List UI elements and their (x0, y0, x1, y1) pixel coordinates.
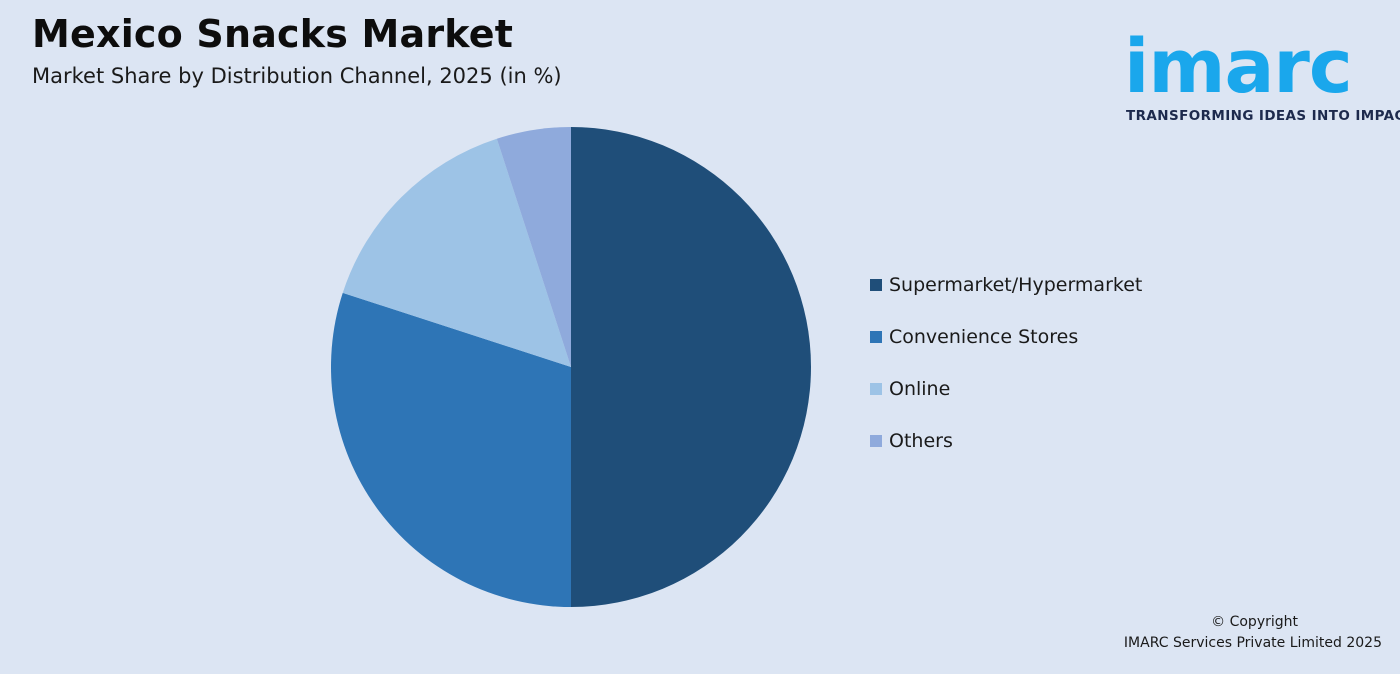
copyright-line-1: © Copyright (1211, 614, 1298, 630)
legend-item-convenience-stores: Convenience Stores (870, 324, 1142, 350)
legend-item-others: Others (870, 428, 1142, 454)
copyright-line-2: IMARC Services Private Limited 2025 (1123, 635, 1382, 651)
copyright-notice: © Copyright IMARC Services Private Limit… (1124, 612, 1382, 654)
chart-title: Mexico Snacks Market (32, 12, 514, 56)
legend-item-online: Online (870, 376, 1142, 402)
legend-label: Online (889, 378, 951, 400)
pie-slice-online (342, 138, 571, 367)
legend-swatch (870, 383, 882, 395)
legend-label: Others (889, 430, 953, 452)
legend-swatch (870, 435, 882, 447)
pie-slices (330, 127, 811, 607)
chart-legend: Supermarket/Hypermarket Convenience Store… (870, 272, 1142, 480)
legend-swatch (870, 331, 882, 343)
imarc-logo: imarc TRANSFORMING IDEAS INTO IMPACT (1118, 10, 1400, 126)
legend-swatch (870, 279, 882, 291)
legend-label: Convenience Stores (889, 326, 1079, 348)
chart-subtitle: Market Share by Distribution Channel, 20… (32, 64, 562, 88)
logo-tagline: TRANSFORMING IDEAS INTO IMPACT (1126, 108, 1400, 124)
legend-item-supermarket-hypermarket: Supermarket/Hypermarket (870, 272, 1142, 298)
pie-slice-others (496, 127, 571, 367)
logo-wordmark: imarc (1124, 24, 1353, 110)
pie-slice-convenience-stores (330, 292, 571, 607)
pie-slice-supermarket-hypermarket (571, 127, 811, 607)
legend-label: Supermarket/Hypermarket (889, 274, 1143, 296)
